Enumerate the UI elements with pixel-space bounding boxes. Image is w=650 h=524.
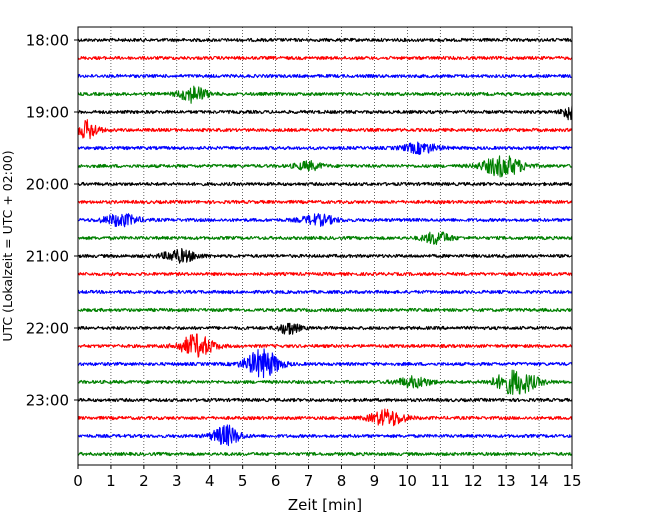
x-tick-label: 12 <box>464 472 483 490</box>
trace-line-2345 <box>77 451 573 457</box>
trace-line-2100 <box>77 247 573 264</box>
x-tick-label: 15 <box>562 472 581 490</box>
x-tick-label: 11 <box>431 472 450 490</box>
trace-line-2245 <box>77 369 573 395</box>
trace-line-1815 <box>77 55 573 61</box>
trace-line-1800 <box>77 37 573 43</box>
x-axis-ticks: 0 1 2 3 4 5 6 7 8 9 10 11 12 13 14 15 <box>73 465 582 490</box>
x-tick-label: 10 <box>398 472 417 490</box>
y-tick-label: 19:00 <box>26 104 69 122</box>
trace-line-2000 <box>77 181 573 187</box>
trace-line-2130 <box>77 289 573 295</box>
x-tick-label: 8 <box>337 472 347 490</box>
x-tick-label: 5 <box>238 472 248 490</box>
x-tick-label: 7 <box>304 472 314 490</box>
grid-lines <box>110 27 540 465</box>
y-tick-label: 20:00 <box>26 176 69 194</box>
x-tick-label: 4 <box>205 472 215 490</box>
trace-line-2045 <box>77 231 573 246</box>
trace-line-1930 <box>77 141 573 155</box>
trace-line-2230 <box>77 348 573 379</box>
trace-line-1900 <box>77 105 573 121</box>
y-tick-label: 22:00 <box>26 320 69 338</box>
trace-line-1845 <box>77 85 573 104</box>
trace-line-2300 <box>77 397 573 403</box>
x-tick-label: 9 <box>370 472 380 490</box>
trace-line-1945 <box>77 155 573 178</box>
trace-line-2200 <box>77 322 573 335</box>
y-tick-label: 18:00 <box>26 32 69 50</box>
x-tick-label: 0 <box>73 472 83 490</box>
x-tick-label: 13 <box>497 472 516 490</box>
trace-lines <box>77 37 573 457</box>
y-tick-label: 23:00 <box>26 392 69 410</box>
trace-line-2315 <box>77 408 573 427</box>
x-tick-label: 2 <box>139 472 149 490</box>
trace-line-2330 <box>77 424 573 447</box>
x-tick-label: 1 <box>106 472 116 490</box>
plot-frame <box>77 26 573 466</box>
trace-line-2215 <box>77 333 573 358</box>
trace-line-1830 <box>77 73 573 79</box>
y-tick-label: 21:00 <box>26 248 69 266</box>
trace-line-2015 <box>77 199 573 205</box>
trace-line-2030 <box>77 213 573 228</box>
x-axis-label: Zeit [min] <box>288 496 362 514</box>
y-axis-ticks: 18:00 19:00 20:00 21:00 22:00 23:00 <box>26 32 78 410</box>
trace-line-2145 <box>77 307 573 313</box>
x-tick-label: 6 <box>271 472 281 490</box>
trace-line-2115 <box>77 271 573 277</box>
x-tick-label: 3 <box>172 472 182 490</box>
y-axis-label: UTC (Lokalzeit = UTC + 02:00) <box>0 150 15 341</box>
trace-line-1915 <box>77 119 573 140</box>
x-tick-label: 14 <box>530 472 549 490</box>
